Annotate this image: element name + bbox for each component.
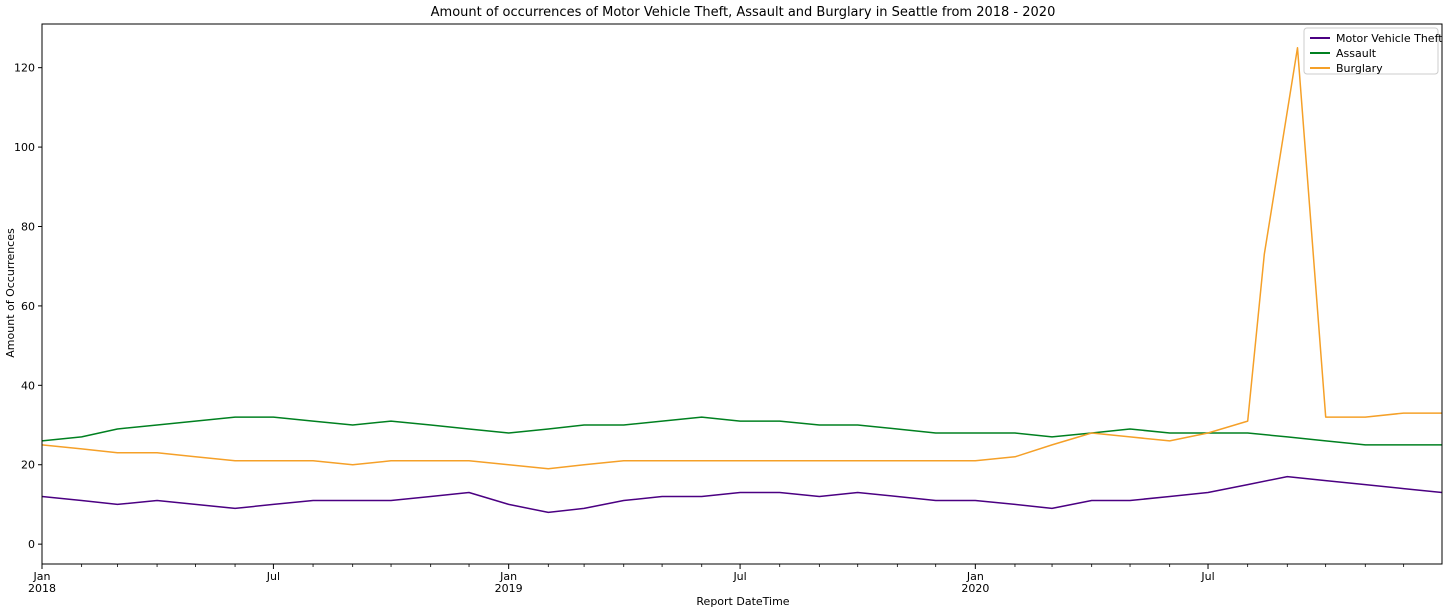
y-axis-label: Amount of Occurrences [4, 228, 17, 358]
y-tick-label: 60 [21, 300, 35, 313]
x-tick-label: Jul [732, 570, 746, 583]
legend-box [1303, 27, 1439, 75]
series-line-motor-vehicle-theft [41, 475, 1443, 514]
series-layer [41, 47, 1443, 514]
x-tick-label: Jul [1200, 570, 1214, 583]
y-tick-label: 0 [28, 538, 35, 551]
y-tick-label: 120 [14, 62, 35, 75]
y-tick-label: 80 [21, 221, 35, 234]
x-tick-label: Jan [499, 570, 517, 583]
x-tick-year-label: 2018 [28, 582, 56, 595]
plot-frame [41, 23, 1443, 565]
x-tick-year-label: 2020 [961, 582, 989, 595]
y-tick-label: 40 [21, 379, 35, 392]
legend: Motor Vehicle Theft Assault Burglary [1303, 27, 1443, 75]
legend-label-burglary: Burglary [1336, 62, 1383, 75]
chart-title: Amount of occurrences of Motor Vehicle T… [431, 5, 1056, 20]
y-tick-label: 100 [14, 141, 35, 154]
legend-label-motor-vehicle-theft: Motor Vehicle Theft [1336, 32, 1443, 45]
x-tick-year-label: 2019 [495, 582, 523, 595]
x-tick-label: Jan [33, 570, 51, 583]
series-line-burglary [41, 47, 1442, 470]
legend-label-assault: Assault [1336, 47, 1377, 60]
x-axis-label: Report DateTime [696, 595, 789, 608]
y-tick-label: 20 [21, 459, 35, 472]
x-tick-label: Jul [266, 570, 280, 583]
x-tick-label: Jan [966, 570, 984, 583]
